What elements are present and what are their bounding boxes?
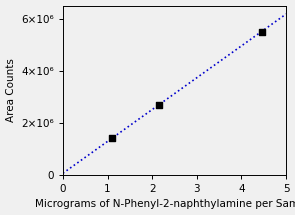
Y-axis label: Area Counts: Area Counts xyxy=(6,58,16,122)
Point xyxy=(157,103,161,106)
Point xyxy=(259,30,264,33)
X-axis label: Micrograms of N-Phenyl-2-naphthylamine per Sample: Micrograms of N-Phenyl-2-naphthylamine p… xyxy=(35,200,295,209)
Point xyxy=(110,137,114,140)
